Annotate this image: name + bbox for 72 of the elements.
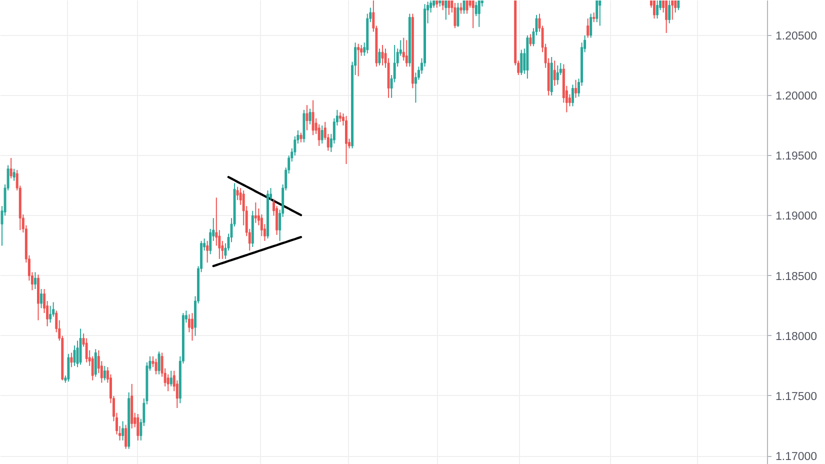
candlestick bbox=[466, 0, 468, 14]
candlestick bbox=[448, 0, 450, 16]
candlestick bbox=[300, 132, 302, 143]
candlestick bbox=[67, 353, 70, 382]
candlestick bbox=[40, 288, 42, 309]
candlestick bbox=[571, 84, 574, 107]
candlestick bbox=[668, 0, 671, 24]
candlestick bbox=[478, 0, 480, 28]
candlestick bbox=[454, 2, 456, 29]
candlestick bbox=[170, 370, 172, 387]
candlestick bbox=[590, 13, 592, 38]
candlestick bbox=[592, 12, 596, 23]
candlestick bbox=[520, 49, 523, 76]
candlestick bbox=[73, 344, 76, 366]
candlestick bbox=[474, 1, 478, 17]
candlestick bbox=[444, 0, 448, 20]
candlestick bbox=[656, 0, 659, 20]
candlestick bbox=[85, 338, 88, 363]
candlestick bbox=[568, 94, 571, 107]
y-tick-label: 1.18000 bbox=[776, 330, 818, 343]
candlestick bbox=[405, 40, 408, 68]
candlestick bbox=[103, 365, 106, 381]
candlestick bbox=[381, 44, 384, 66]
candlestick bbox=[12, 168, 16, 182]
candlestick bbox=[472, 0, 474, 29]
y-tick-label: 1.19500 bbox=[776, 150, 818, 163]
candlestick bbox=[236, 186, 239, 201]
candlestick bbox=[462, 0, 466, 14]
candlestick bbox=[460, 2, 462, 14]
candlestick bbox=[124, 424, 128, 450]
candlestick bbox=[553, 60, 556, 86]
y-tick-label: 1.19000 bbox=[776, 210, 818, 223]
candlestick bbox=[206, 240, 209, 264]
line-series bbox=[212, 236, 302, 268]
candlestick bbox=[345, 115, 348, 164]
candlestick bbox=[308, 108, 312, 125]
candlestick bbox=[191, 312, 194, 342]
candlestick bbox=[49, 305, 52, 324]
candlestick bbox=[320, 125, 324, 144]
y-tick-label: 1.18500 bbox=[776, 270, 818, 283]
candlestick bbox=[574, 79, 577, 98]
candlestick bbox=[70, 352, 73, 368]
candlestick bbox=[671, 0, 674, 20]
candlestick bbox=[677, 0, 680, 11]
candlestick bbox=[312, 100, 314, 136]
candlestick bbox=[188, 314, 190, 333]
candlestick bbox=[136, 414, 140, 441]
candlestick bbox=[456, 2, 460, 28]
candlestick bbox=[94, 348, 97, 378]
candlestick bbox=[254, 202, 257, 224]
candlestick bbox=[596, 0, 598, 23]
candlestick bbox=[10, 157, 12, 179]
line-series bbox=[227, 176, 302, 216]
candlestick bbox=[442, 0, 444, 11]
candlestick bbox=[306, 104, 308, 131]
candlestick bbox=[586, 18, 590, 38]
candlestick bbox=[154, 358, 158, 375]
candlestick bbox=[665, 0, 668, 34]
y-tick-label: 1.20500 bbox=[776, 30, 818, 42]
candlestick bbox=[378, 48, 381, 66]
candlestick bbox=[34, 272, 36, 290]
candlestick bbox=[653, 0, 656, 20]
candlestick bbox=[529, 34, 532, 47]
candlestick bbox=[338, 112, 342, 122]
candlestick bbox=[158, 351, 160, 375]
candlestick bbox=[357, 43, 360, 77]
candlestick bbox=[556, 64, 559, 86]
y-tick-label: 1.20000 bbox=[776, 90, 818, 102]
y-tick-label: 1.17500 bbox=[776, 390, 818, 403]
y-tick-label: 1.17000 bbox=[776, 451, 818, 464]
candlestick bbox=[122, 420, 124, 441]
candlestick bbox=[598, 0, 602, 26]
